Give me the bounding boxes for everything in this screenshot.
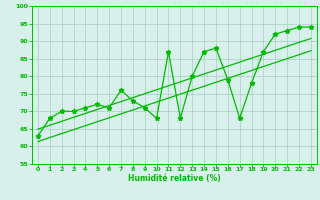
X-axis label: Humidité relative (%): Humidité relative (%) bbox=[128, 174, 221, 183]
